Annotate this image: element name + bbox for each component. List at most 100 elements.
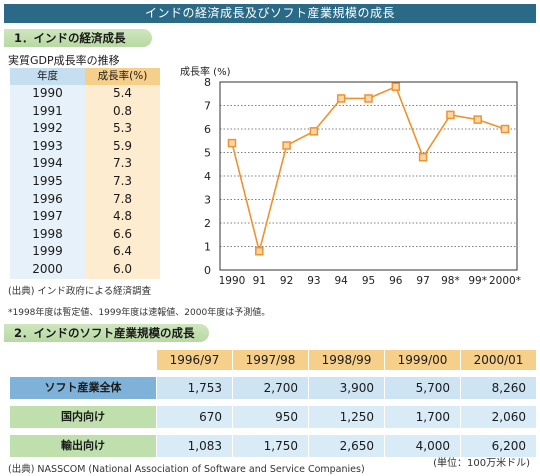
- software-industry-table: 1996/97 1997/98 1998/99 1999/00 2000/01 ソフト産…: [10, 350, 536, 457]
- gdp-rate-cell: 5.9: [112, 138, 133, 153]
- x-tick-label: 93: [307, 275, 320, 284]
- gdp-col-year-header: 年度: [10, 68, 85, 85]
- table-cell: 6,200: [460, 435, 536, 457]
- gdp-rate-column: 5.4 0.8 5.3 5.9 7.3 7.3 7.8 4.8 6.6 6.4 6.0: [85, 85, 160, 279]
- x-tick-label: 91: [253, 275, 266, 284]
- gdp-growth-line-chart: 成長率 (%) 0 1 2 3 4 5 6 7 8 1990 91 92 93 94 95 96 97 98* 99*…: [180, 65, 521, 284]
- y-tick-label: 6: [204, 123, 211, 136]
- gdp-table-header: 年度 成長率(%): [10, 68, 160, 85]
- gdp-year-cell: 1997: [32, 209, 63, 224]
- row-label: 輸出向け: [10, 435, 156, 457]
- data-point-marker: [309, 127, 319, 136]
- gdp-rate-cell: 0.8: [112, 103, 133, 118]
- table-cell: 670: [156, 406, 232, 428]
- table-cell: 950: [232, 406, 308, 428]
- table-cell: 2,060: [460, 406, 536, 428]
- gdp-rate-cell: 6.6: [112, 226, 133, 241]
- gdp-rate-cell: 5.4: [112, 86, 133, 100]
- gdp-col-rate-header: 成長率(%): [85, 68, 160, 85]
- data-point-marker: [446, 110, 455, 120]
- gdp-estimate-note: *1998年度は暫定値、1999年度は速報値、2000年度は予測値。: [8, 308, 271, 318]
- gdp-year-cell: 1995: [32, 173, 63, 188]
- y-tick-label: 4: [204, 170, 211, 183]
- series-line: [231, 85, 506, 252]
- gdp-year-cell: 2000: [32, 261, 63, 276]
- data-point-marker: [418, 152, 428, 162]
- table-cell: 1,700: [384, 406, 460, 428]
- y-tick-label: 7: [204, 100, 211, 113]
- section-heading-economy: 1．インドの経済成長: [4, 29, 152, 47]
- y-tick-label: 1: [204, 241, 211, 254]
- page-title: インドの経済成長及びソフト産業規模の成長: [4, 4, 536, 23]
- gdp-year-cell: 1990: [32, 86, 63, 100]
- data-point-marker: [500, 124, 510, 134]
- gdp-rate-cell: 4.8: [112, 209, 133, 224]
- y-tick-label: 5: [204, 147, 211, 160]
- table-cell: 8,260: [460, 377, 536, 399]
- table-cell: 3,900: [308, 377, 384, 399]
- x-tick-label: 96: [389, 275, 403, 284]
- table-row: ソフト産業全体 1,753 2,700 3,900 5,700 8,260: [10, 377, 536, 399]
- data-point-marker: [255, 246, 264, 256]
- table-cell: 5,700: [384, 377, 460, 399]
- data-point-marker: [227, 138, 237, 148]
- data-point-marker: [282, 141, 291, 150]
- table-cell: 4,000: [384, 435, 460, 457]
- software-source-note: (出典) NASSCOM (National Association of So…: [8, 464, 365, 475]
- gdp-growth-table: 年度 成長率(%) 1990 1991 1992 1993 1994 1995 1996 19…: [10, 68, 160, 279]
- x-tick-label: 92: [280, 275, 293, 284]
- gdp-year-column: 1990 1991 1992 1993 1994 1995 1996 1997 1998 1999…: [10, 85, 85, 279]
- fiscal-year-header: 2000/01: [460, 350, 536, 370]
- gdp-subtitle: 実質GDP成長率の推移: [8, 54, 120, 67]
- gdp-rate-cell: 5.3: [112, 121, 133, 136]
- gdp-year-cell: 1992: [32, 121, 63, 136]
- gdp-rate-cell: 6.4: [112, 244, 133, 259]
- section-heading-software: 2．インドのソフト産業規模の成長: [4, 324, 209, 342]
- x-tick-label: 1990: [219, 275, 246, 284]
- gdp-source-note: (出典) インド政府による経済調査: [8, 286, 152, 297]
- fiscal-year-header: 1999/00: [384, 350, 460, 370]
- table-row: 国内向け 670 950 1,250 1,700 2,060: [10, 406, 536, 428]
- y-tick-label: 8: [204, 76, 211, 89]
- gdp-year-cell: 1991: [32, 103, 63, 118]
- fiscal-year-header: 1998/99: [308, 350, 384, 370]
- unit-note: (単位：100万米ドル): [433, 458, 530, 469]
- y-tick-label: 3: [204, 194, 211, 207]
- table-cell: 2,650: [308, 435, 384, 457]
- gdp-rate-cell: 6.0: [112, 261, 133, 276]
- table-corner: [10, 350, 156, 370]
- gdp-year-cell: 1996: [32, 191, 63, 206]
- plot-area-frame: [219, 81, 518, 271]
- table-cell: 1,750: [232, 435, 308, 457]
- row-label: ソフト産業全体: [10, 377, 156, 399]
- gdp-year-cell: 1999: [32, 244, 63, 259]
- data-point-marker: [336, 94, 346, 103]
- table-cell: 1,083: [156, 435, 232, 457]
- x-tick-label: 97: [416, 275, 429, 284]
- data-point-marker: [364, 94, 373, 103]
- data-point-marker: [473, 115, 482, 124]
- fiscal-year-header: 1996/97: [156, 350, 232, 370]
- table-cell: 1,753: [156, 377, 232, 399]
- gdp-rate-cell: 7.3: [112, 173, 133, 188]
- table-row: 輸出向け 1,083 1,750 2,650 4,000 6,200: [10, 435, 536, 457]
- gdp-year-cell: 1994: [32, 156, 63, 171]
- data-point-marker: [391, 82, 401, 91]
- x-tick-label: 99*: [468, 275, 487, 284]
- y-axis-title: 成長率 (%): [180, 65, 231, 78]
- y-tick-label: 2: [204, 217, 211, 230]
- table-cell: 2,700: [232, 377, 308, 399]
- x-tick-label: 95: [362, 275, 375, 284]
- fiscal-year-header: 1997/98: [232, 350, 308, 370]
- gdp-year-cell: 1998: [32, 226, 63, 241]
- x-tick-label: 94: [335, 275, 349, 284]
- y-tick-label: 0: [204, 264, 211, 277]
- gdp-rate-cell: 7.3: [112, 156, 133, 171]
- x-tick-label: 2000*: [489, 275, 521, 284]
- row-label: 国内向け: [10, 406, 156, 428]
- table-cell: 1,250: [308, 406, 384, 428]
- software-table-header: 1996/97 1997/98 1998/99 1999/00 2000/01: [10, 350, 536, 370]
- gdp-rate-cell: 7.8: [112, 191, 133, 206]
- gdp-year-cell: 1993: [32, 138, 63, 153]
- x-tick-label: 98*: [441, 275, 460, 284]
